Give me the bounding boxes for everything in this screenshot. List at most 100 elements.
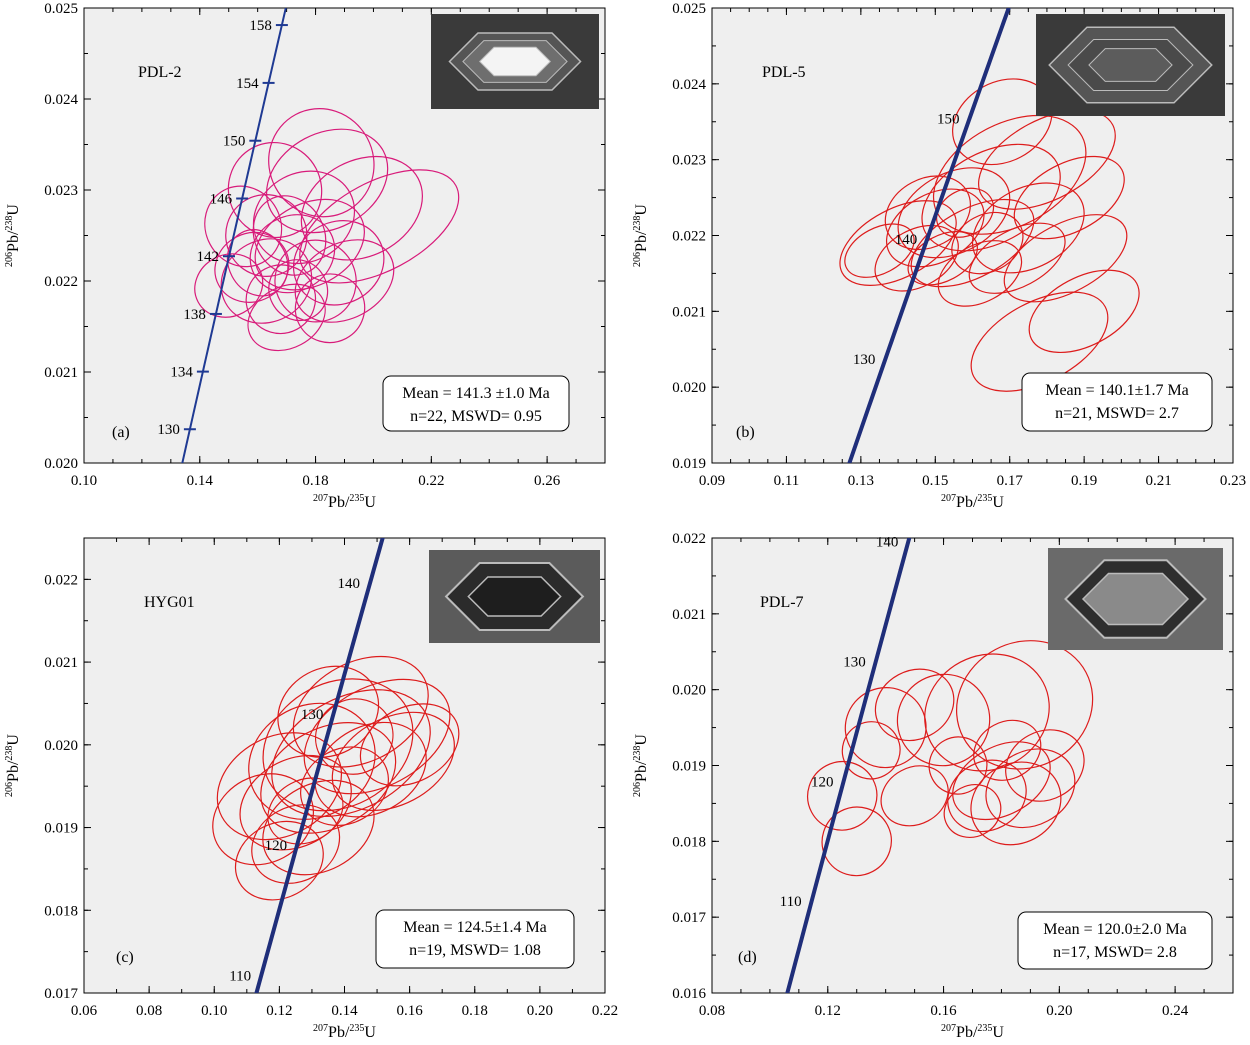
y-tick-label: 0.023 (44, 183, 78, 199)
error-ellipse (268, 108, 375, 218)
y-label-main: Pb/ (633, 230, 650, 252)
y-label-end: U (5, 734, 22, 746)
error-ellipse (226, 229, 289, 297)
x-label-sup2: 235 (349, 493, 364, 504)
y-tick-label: 0.025 (44, 1, 78, 17)
zircon-crystal (479, 46, 551, 77)
y-tick-label: 0.020 (672, 380, 706, 396)
x-label-sup1: 207 (941, 493, 956, 504)
y-tick-label: 0.019 (672, 759, 706, 775)
concordia-age-label: 158 (249, 18, 272, 34)
concordia-curve (847, 8, 1011, 463)
x-axis-label: 207Pb/235U (313, 1023, 376, 1041)
concordia-age-label: 130 (301, 707, 324, 723)
x-tick-label: 0.21 (1145, 473, 1171, 489)
error-ellipse (252, 195, 327, 276)
error-ellipse (951, 211, 1024, 275)
y-tick-label: 0.024 (44, 92, 78, 108)
y-label-sup2: 238 (4, 216, 15, 231)
plot-content (212, 538, 460, 993)
concordia-age-label: 130 (843, 655, 866, 671)
x-tick-label: 0.18 (462, 1003, 488, 1019)
zircon-crystal (1088, 48, 1173, 82)
concordia-age-label: 154 (236, 76, 259, 92)
plot-content (839, 8, 1140, 463)
error-ellipse (247, 283, 326, 352)
x-tick-label: 0.20 (1046, 1003, 1072, 1019)
sample-name: PDL-5 (762, 64, 806, 81)
error-ellipse (227, 141, 323, 239)
error-ellipse (294, 239, 395, 323)
error-ellipse (204, 185, 283, 268)
concordia-age-label: 142 (197, 249, 220, 265)
result-n-mswd: n=17, MSWD= 2.8 (1053, 944, 1177, 961)
y-tick-label: 0.021 (672, 607, 706, 623)
x-tick-label: 0.22 (592, 1003, 618, 1019)
y-label-main: Pb/ (5, 760, 22, 782)
panel-label: (c) (116, 949, 134, 966)
result-n-mswd: n=22, MSWD= 0.95 (410, 408, 542, 425)
x-label-end: U (364, 1024, 376, 1041)
x-label-end: U (992, 494, 1004, 511)
x-tick-label: 0.14 (187, 473, 214, 489)
y-tick-label: 0.017 (44, 986, 78, 1002)
error-ellipse (292, 220, 385, 306)
y-label-end: U (633, 734, 650, 746)
error-ellipse (254, 198, 365, 291)
x-tick-label: 0.19 (1071, 473, 1097, 489)
zircon-crystal (467, 576, 562, 617)
x-tick-label: 0.12 (815, 1003, 841, 1019)
error-ellipse (300, 746, 389, 827)
chart-panel-1: 0.10 0.14 0.18 0.22 0.26 0.020 0.021 0.022 0.023… (4, 1, 606, 511)
concordia-age-label: 130 (157, 422, 180, 438)
x-tick-label: 0.16 (397, 1003, 424, 1019)
x-tick-label: 0.12 (266, 1003, 292, 1019)
y-axis-label: 206Pb/238U (632, 734, 650, 797)
panel-label: (a) (112, 424, 130, 441)
y-label-end: U (633, 204, 650, 216)
error-ellipse (968, 222, 1066, 294)
result-box (375, 909, 575, 969)
error-ellipse (936, 187, 995, 238)
concordia-age-label: 150 (937, 112, 960, 128)
y-label-sup1: 206 (632, 252, 643, 267)
chart-panel-3: 0.06 0.08 0.10 0.12 0.14 0.16 0.18 0.20 0.22 0.01… (4, 537, 618, 1041)
y-tick-label: 0.022 (44, 274, 78, 290)
x-label-end: U (364, 494, 376, 511)
error-ellipse (821, 806, 892, 877)
concordia-age-label: 120 (265, 838, 288, 854)
x-label-sup1: 207 (313, 1023, 328, 1034)
y-tick-label: 0.020 (672, 683, 706, 699)
error-ellipse (359, 703, 460, 787)
y-tick-label: 0.021 (672, 304, 706, 320)
y-tick-label: 0.018 (672, 834, 706, 850)
x-label-main: Pb/ (328, 1024, 350, 1041)
concordia-age-label: 140 (338, 576, 361, 592)
concordia-age-label: 150 (223, 134, 246, 150)
y-tick-label: 0.022 (672, 531, 706, 547)
sample-name: PDL-2 (138, 64, 182, 81)
x-tick-label: 0.22 (418, 473, 444, 489)
result-box (1021, 372, 1213, 432)
y-tick-label: 0.019 (44, 821, 78, 837)
x-tick-label: 0.16 (930, 1003, 957, 1019)
concordia-age-label: 140 (895, 232, 918, 248)
x-tick-label: 0.24 (1162, 1003, 1189, 1019)
error-ellipse (978, 109, 1116, 210)
concordia-curve (254, 538, 385, 993)
error-ellipse (874, 668, 955, 742)
error-ellipse (952, 741, 1051, 821)
y-tick-label: 0.021 (44, 655, 78, 671)
y-tick-label: 0.019 (672, 456, 706, 472)
error-ellipse (985, 748, 1076, 829)
y-tick-label: 0.024 (672, 77, 706, 93)
y-axis-label: 206Pb/238U (4, 734, 22, 797)
error-ellipse (955, 640, 1094, 770)
x-tick-label: 0.08 (699, 1003, 725, 1019)
result-box (382, 375, 570, 432)
y-tick-label: 0.021 (44, 365, 78, 381)
error-ellipse (1013, 155, 1125, 240)
y-tick-label: 0.022 (44, 572, 78, 588)
x-axis-label: 207Pb/235U (941, 1023, 1004, 1041)
panel-label: (b) (736, 424, 755, 441)
